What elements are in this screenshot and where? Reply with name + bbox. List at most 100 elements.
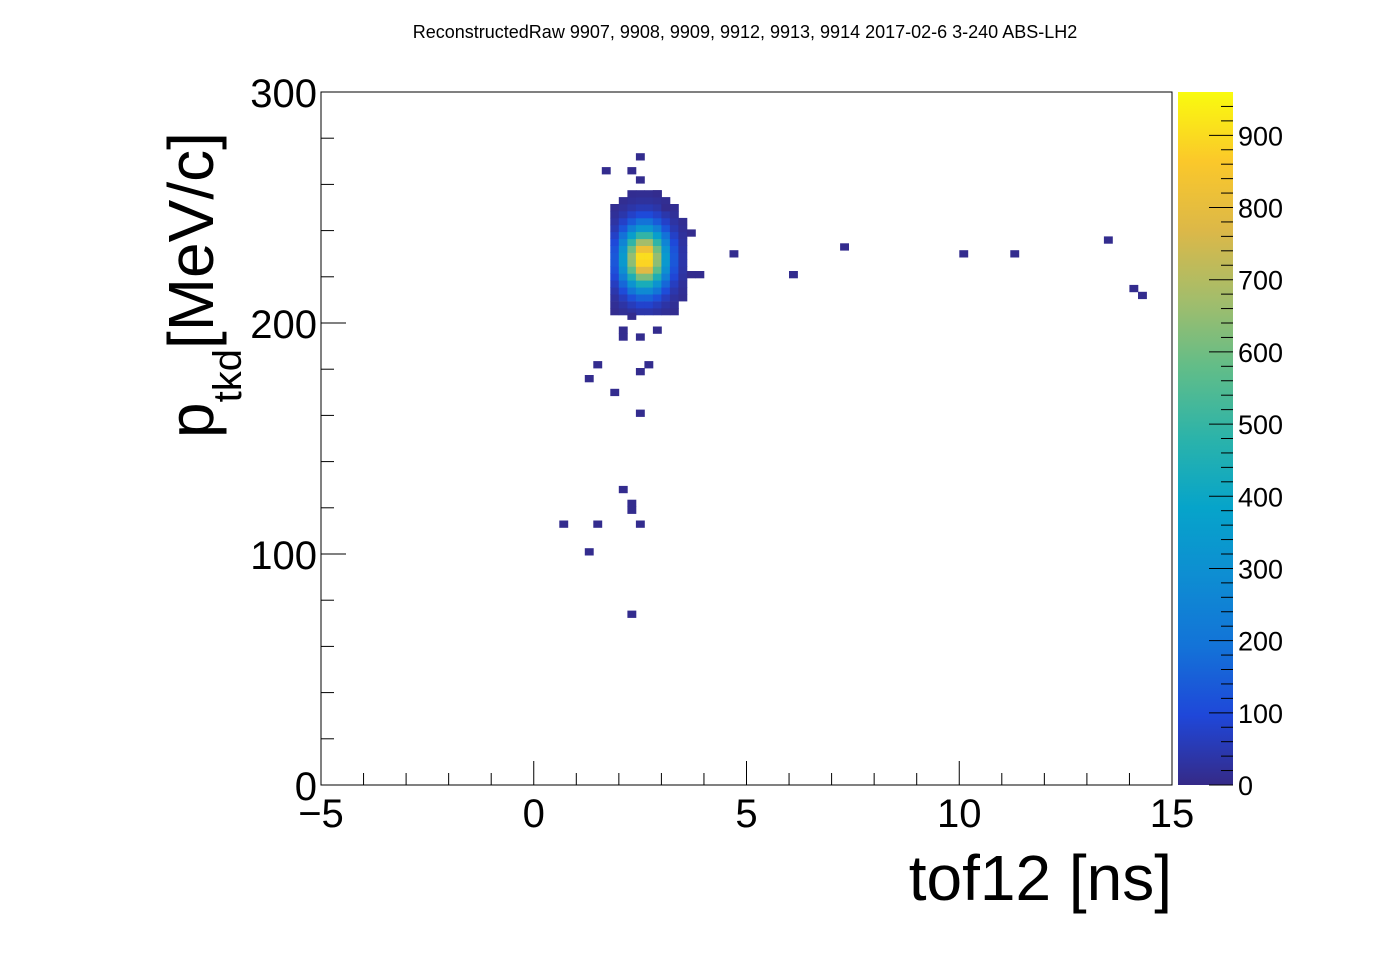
heatmap-cell: [1129, 284, 1139, 293]
heatmap-cell: [959, 250, 969, 258]
heatmap-cell: [627, 287, 637, 295]
y-axis-title-unit: [MeV/c]: [155, 132, 227, 349]
y-axis-title: ptkd[MeV/c]: [155, 132, 250, 438]
heatmap-cell: [610, 238, 620, 246]
colorbar-axis: 0 100 200 300 400 500 600 700 800 900: [1209, 105, 1283, 801]
heatmap-cell: [627, 312, 637, 320]
y-axis-title-main: p: [155, 402, 227, 438]
heatmap-cell: [661, 252, 671, 260]
heatmap-cell: [661, 211, 671, 219]
colorbar-tick-label: 800: [1238, 194, 1283, 224]
heatmap-cell: [635, 368, 645, 376]
x-tick-label: −5: [298, 792, 344, 836]
heatmap-cell: [661, 217, 671, 226]
heatmap-cell: [678, 280, 688, 288]
y-tick-label: 200: [250, 303, 317, 347]
heatmap-cell: [661, 280, 671, 288]
heatmap-cell: [678, 217, 688, 226]
heatmap-cell: [669, 217, 679, 226]
y-axis: 0 100 200 300: [250, 72, 346, 809]
heatmap-cell: [661, 224, 671, 233]
colorbar-tick-label: 400: [1238, 482, 1283, 512]
heatmap-cell: [635, 204, 645, 212]
heatmap-cell: [661, 197, 671, 205]
heatmap-cell: [635, 176, 645, 184]
heatmap-cell: [618, 266, 628, 274]
heatmap-cell: [618, 217, 628, 226]
heatmap-cell: [610, 308, 620, 316]
heatmap-cell: [610, 388, 620, 397]
heatmap-cell: [644, 204, 654, 212]
heatmap-cell: [618, 333, 628, 341]
heatmap-cell: [652, 211, 662, 219]
heatmap-cell: [601, 167, 611, 175]
heatmap-cell: [635, 294, 645, 302]
heatmap-cell: [627, 506, 637, 514]
heatmap-cell: [635, 308, 645, 316]
heatmap-cell: [618, 238, 628, 246]
heatmap-cell: [652, 301, 662, 309]
heatmap-cell: [610, 211, 620, 219]
heatmap-cell: [627, 259, 637, 267]
heatmap-cell: [644, 190, 654, 198]
colorbar-tick-label: 700: [1238, 266, 1283, 296]
heatmap-cell: [635, 217, 645, 226]
heatmap-cell: [627, 238, 637, 246]
heatmap-cell: [652, 190, 662, 198]
heatmap-cell: [661, 287, 671, 295]
heatmap-cell: [644, 287, 654, 295]
heatmap-cell: [627, 224, 637, 233]
heatmap-cell: [1138, 291, 1147, 300]
heatmap-cell: [644, 280, 654, 288]
heatmap-cell: [669, 204, 679, 212]
heatmap-cell: [618, 231, 628, 240]
heatmap-cell: [610, 252, 620, 260]
heatmap-cell: [627, 217, 637, 226]
heatmap-cell: [652, 308, 662, 316]
heatmap-cell: [635, 273, 645, 281]
heatmap-cell: [635, 252, 645, 260]
heatmap-cell: [678, 252, 688, 260]
heatmap-cells: [559, 153, 1147, 618]
heatmap-cell: [678, 224, 688, 233]
heatmap-cell: [635, 287, 645, 295]
heatmap-cell: [652, 224, 662, 233]
heatmap-cell: [652, 273, 662, 281]
heatmap-cell: [593, 520, 603, 528]
heatmap-cell: [635, 280, 645, 288]
heatmap-cell: [669, 211, 679, 219]
heatmap-cell: [644, 224, 654, 233]
heatmap-cell: [644, 211, 654, 219]
heatmap-cell: [618, 204, 628, 212]
heatmap-cell: [644, 231, 654, 240]
heatmap-cell: [661, 231, 671, 240]
heatmap-cell: [627, 204, 637, 212]
heatmap-cell: [652, 231, 662, 240]
heatmap-cell: [644, 266, 654, 274]
heatmap-cell: [635, 238, 645, 246]
heatmap-cell: [618, 197, 628, 205]
heatmap-cell: [686, 271, 696, 279]
heatmap-cell: [635, 333, 645, 341]
plot-frame: [320, 91, 1173, 786]
heatmap-cell: [610, 245, 620, 253]
heatmap-cell: [610, 294, 620, 302]
heatmap-cell: [593, 361, 603, 369]
heatmap-cell: [635, 231, 645, 240]
colorbar-tick-label: 500: [1238, 410, 1283, 440]
y-tick-label: 300: [250, 72, 317, 116]
y-tick-label: 0: [295, 765, 317, 809]
heatmap-cell: [678, 238, 688, 246]
heatmap-cell: [661, 238, 671, 246]
heatmap-cell: [627, 280, 637, 288]
y-axis-title-subscript: tkd: [206, 349, 250, 402]
heatmap-cell: [644, 259, 654, 267]
heatmap-cell: [618, 245, 628, 253]
heatmap-cell: [644, 238, 654, 246]
heatmap-cell: [652, 259, 662, 267]
heatmap-cell: [669, 238, 679, 246]
heatmap-cell: [584, 375, 594, 383]
heatmap-cell: [695, 271, 705, 279]
heatmap-cell: [644, 308, 654, 316]
heatmap-cell: [661, 273, 671, 281]
